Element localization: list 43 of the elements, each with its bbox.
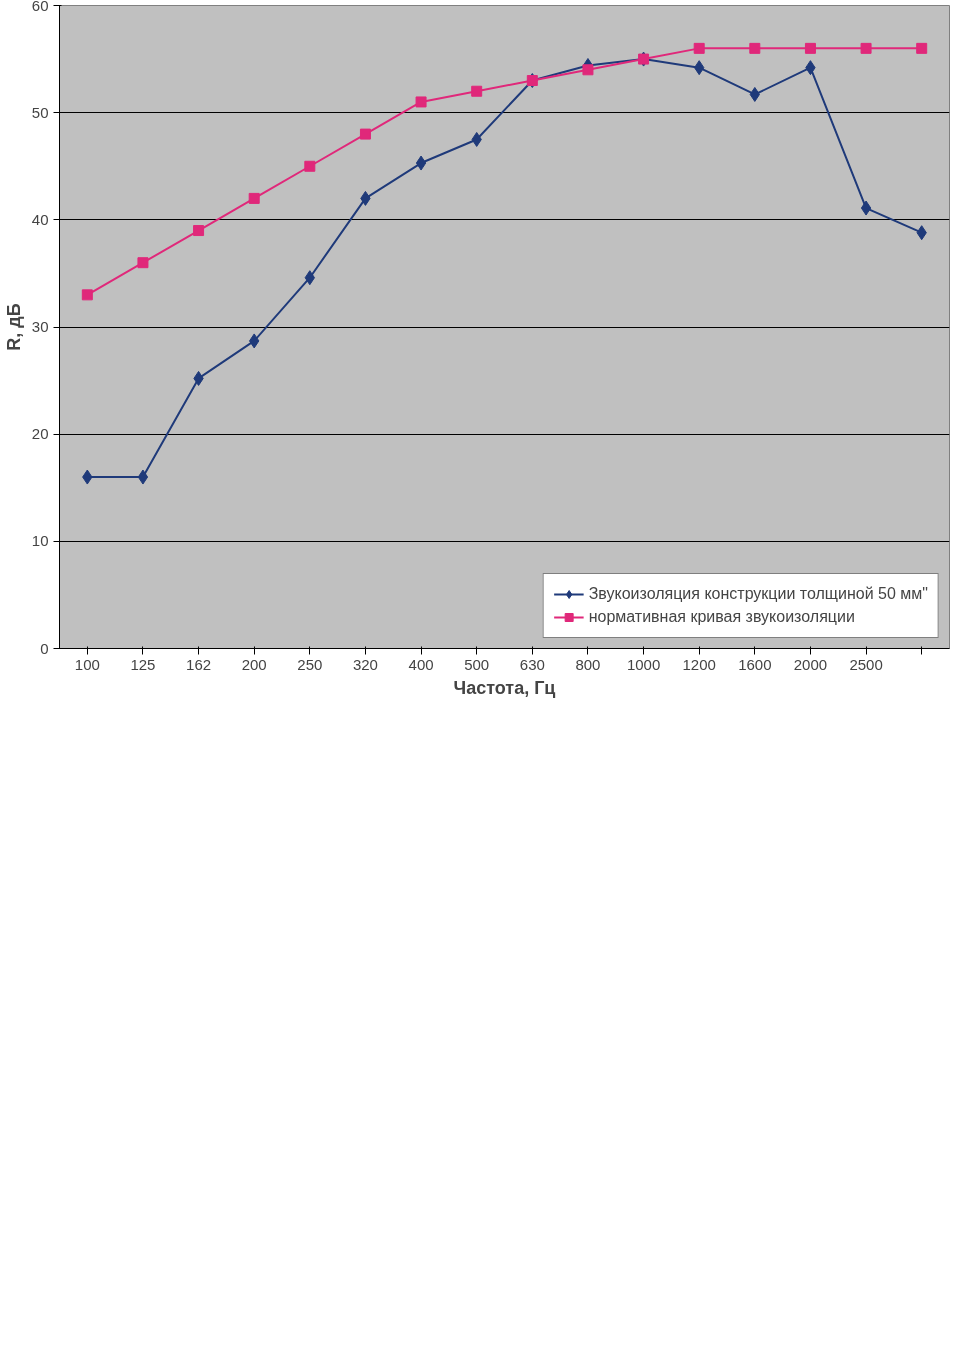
- y-tick-label: 40: [31, 210, 49, 228]
- point: [137, 469, 149, 485]
- point: [916, 42, 928, 54]
- y-tick-label: 20: [31, 425, 49, 443]
- x-tick-label: 630: [519, 655, 545, 673]
- x-tick-label: 2000: [793, 655, 828, 673]
- y-tick-label: 30: [31, 318, 49, 335]
- x-tick-label: 200: [241, 655, 267, 673]
- legend-label: Звукоизоляция конструкции толщиной 50 мм": [588, 585, 928, 603]
- x-tick-label: 1600: [738, 655, 772, 673]
- point: [860, 42, 872, 54]
- point: [693, 42, 705, 54]
- y-tick-label: 10: [31, 532, 49, 550]
- point: [860, 200, 872, 216]
- y-tick-label: 50: [31, 103, 49, 121]
- point: [804, 42, 816, 54]
- point: [749, 42, 761, 54]
- point: [137, 257, 149, 269]
- x-tick-label: 162: [186, 655, 212, 673]
- y-tick-label: 0: [40, 639, 49, 657]
- x-tick-label: 2500: [849, 655, 883, 673]
- y-tick-label: 60: [31, 0, 49, 14]
- point: [359, 128, 371, 140]
- x-tick-label: 800: [575, 655, 601, 673]
- point: [304, 160, 316, 172]
- x-tick-label: 250: [297, 655, 323, 673]
- legend-label: нормативная кривая звукоизоляции: [588, 608, 855, 626]
- point: [193, 225, 205, 237]
- x-tick-label: 500: [464, 655, 490, 673]
- x-tick-label: 1000: [626, 655, 661, 673]
- x-tick-label: 100: [74, 655, 100, 673]
- point: [81, 289, 93, 301]
- x-tick-label: 125: [130, 655, 156, 673]
- x-tick-label: 1200: [682, 655, 716, 673]
- point: [415, 96, 427, 108]
- point: [471, 85, 483, 97]
- point: [582, 64, 594, 76]
- x-tick-label: 320: [352, 655, 378, 673]
- point: [415, 155, 427, 171]
- x-axis-title: Частота, Гц: [453, 677, 556, 698]
- point: [248, 192, 260, 204]
- y-axis-title: R, дБ: [3, 303, 24, 351]
- x-tick-label: 400: [408, 655, 434, 673]
